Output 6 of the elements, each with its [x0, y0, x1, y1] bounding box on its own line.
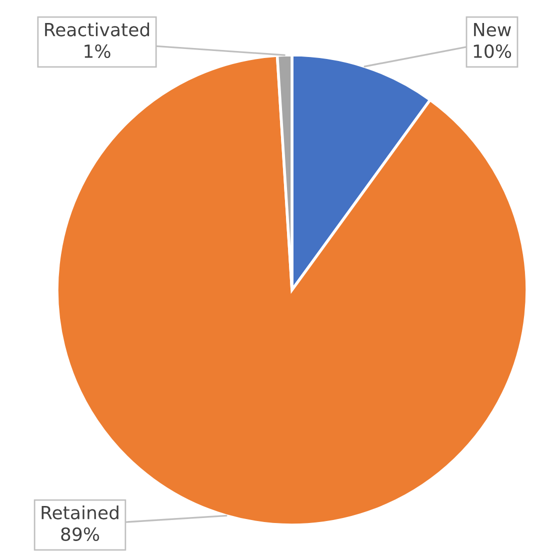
- slice-label: Reactivated: [45, 22, 150, 36]
- data-label: 1%: [84, 44, 110, 58]
- data-label: 10%: [474, 44, 512, 58]
- slice-label: New: [474, 23, 511, 36]
- data-label: 89%: [61, 527, 100, 542]
- slice-label: Retained: [42, 505, 118, 520]
